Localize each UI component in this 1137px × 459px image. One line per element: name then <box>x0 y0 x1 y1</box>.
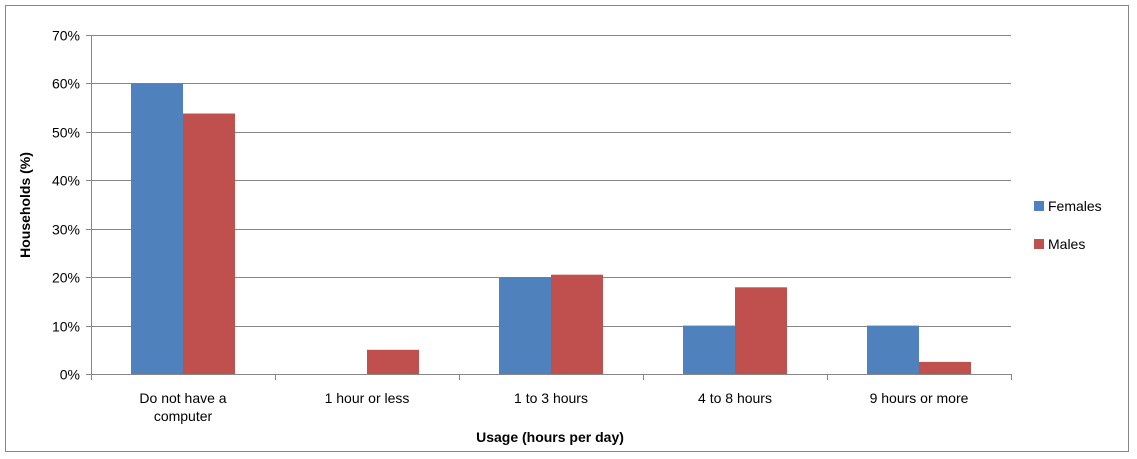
bar-females-0 <box>131 83 183 375</box>
bar-males-4 <box>919 361 971 374</box>
x-tick-label: 9 hours or more <box>870 390 969 406</box>
bar-males-0 <box>183 113 235 374</box>
x-tick-labels: Do not have a computer 1 hour or less 1 to … <box>139 390 968 424</box>
y-tick-label: 70% <box>52 28 80 44</box>
legend-swatch-males <box>1034 239 1044 249</box>
x-tick-label: Do not have a computer <box>139 390 226 424</box>
bar-males-3 <box>735 287 787 374</box>
y-tick-labels: 0% 10% 20% 30% 40% 50% 60% 70% <box>52 28 80 383</box>
bar-females-2 <box>499 277 551 374</box>
legend-swatch-females <box>1034 201 1044 211</box>
x-axis-title: Usage (hours per day) <box>476 429 624 445</box>
gridlines <box>91 35 1011 327</box>
y-tick-label: 30% <box>52 222 80 238</box>
y-tick-label: 0% <box>60 367 80 383</box>
legend-label-females: Females <box>1048 198 1102 214</box>
legend-label-males: Males <box>1048 236 1085 252</box>
bars <box>131 83 971 375</box>
x-tick-label: 1 to 3 hours <box>514 390 588 406</box>
legend: Females Males <box>1034 198 1102 252</box>
y-tick-label: 10% <box>52 319 80 335</box>
x-tick-label: 1 hour or less <box>325 390 410 406</box>
y-tick-label: 40% <box>52 173 80 189</box>
bar-males-2 <box>551 274 603 374</box>
x-tick-label: 4 to 8 hours <box>698 390 772 406</box>
bar-females-4 <box>867 325 919 374</box>
y-tick-label: 50% <box>52 125 80 141</box>
bar-males-1 <box>367 349 419 374</box>
y-tick-label: 60% <box>52 76 80 92</box>
axes <box>86 35 1012 380</box>
y-tick-label: 20% <box>52 270 80 286</box>
y-axis-title: Households (%) <box>17 152 33 258</box>
bar-females-3 <box>683 325 735 374</box>
